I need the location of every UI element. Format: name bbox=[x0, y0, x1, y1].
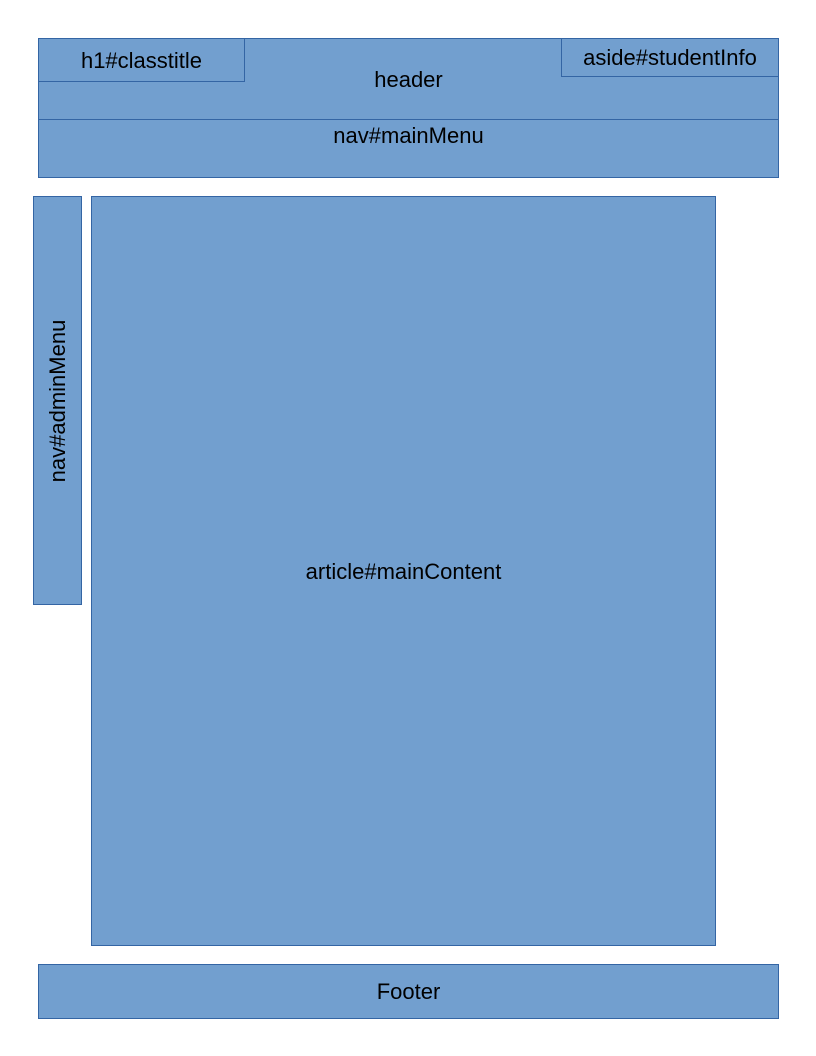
adminmenu-label: nav#adminMenu bbox=[44, 319, 70, 482]
footer-region: Footer bbox=[38, 964, 779, 1019]
maincontent-region: article#mainContent bbox=[91, 196, 716, 946]
studentinfo-region: aside#studentInfo bbox=[561, 38, 779, 77]
mainmenu-label: nav#mainMenu bbox=[333, 123, 484, 148]
classtitle-label: h1#classtitle bbox=[80, 48, 203, 73]
classtitle-region: h1#classtitle bbox=[38, 38, 245, 82]
studentinfo-label: aside#studentInfo bbox=[583, 45, 757, 70]
mainmenu-region: nav#mainMenu bbox=[38, 119, 779, 178]
header-label: header bbox=[374, 67, 443, 92]
footer-label: Footer bbox=[376, 979, 441, 1004]
maincontent-label: article#mainContent bbox=[305, 559, 502, 584]
adminmenu-region: nav#adminMenu bbox=[33, 196, 82, 605]
